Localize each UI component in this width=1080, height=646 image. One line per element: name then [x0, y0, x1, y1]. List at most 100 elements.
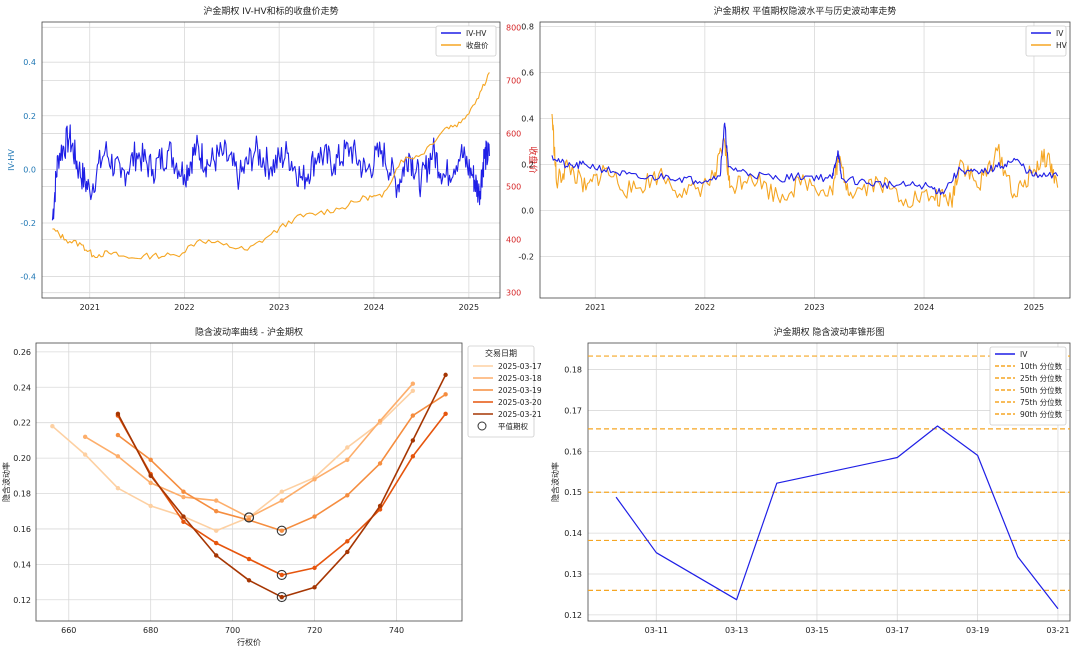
- y-tick-label: 0.13: [564, 570, 582, 579]
- x-tick-label: 700: [225, 626, 240, 635]
- legend-label: 90th 分位数: [1020, 409, 1063, 419]
- smile-point: [279, 489, 284, 494]
- smile-point: [214, 509, 219, 514]
- x-tick-label: 03-15: [805, 626, 828, 635]
- smile-point: [410, 438, 416, 443]
- smile-point: [443, 392, 448, 397]
- chart-atm-iv-hv: 2021 2022 2023 2024 2025 -0.2 0.0 0.2 0.4 0.6 0.8 沪…: [518, 5, 1071, 312]
- y-tick-label: 0.0: [23, 165, 36, 174]
- legend-label: IV: [1056, 29, 1064, 38]
- x-tick-label: 03-17: [886, 626, 909, 635]
- plot-frame: [41, 21, 501, 299]
- legend-label: IV-HV: [466, 29, 487, 38]
- x-tick-label: 2021: [80, 303, 100, 312]
- legend-swatch: [477, 421, 487, 431]
- y-tick-label: -0.4: [20, 273, 36, 282]
- x-tick-label: 2025: [459, 303, 479, 312]
- smile-point: [115, 485, 121, 491]
- smile-point: [377, 461, 383, 466]
- atm-marker: [243, 512, 255, 523]
- smile-point: [312, 565, 317, 571]
- smile-line-2025-03-17: [51, 390, 414, 532]
- x-tick-label: 03-11: [645, 626, 668, 635]
- plot-frame: [35, 342, 463, 622]
- smile-point: [181, 494, 186, 500]
- y-axis-label: 隐含波动率: [1, 462, 11, 502]
- smile-point: [148, 457, 153, 463]
- y2-tick-label: 300: [506, 289, 521, 298]
- smile-point: [214, 540, 219, 546]
- y-tick-label: 0.4: [23, 58, 36, 67]
- legend-label: 50th 分位数: [1020, 385, 1063, 395]
- y-tick-label: 0.16: [13, 525, 31, 534]
- y-axis-label: IV-HV: [7, 149, 16, 171]
- series-line-iv: [551, 122, 1059, 196]
- smile-point: [410, 388, 416, 394]
- smile-point: [345, 539, 350, 544]
- legend-label: 75th 分位数: [1020, 397, 1063, 407]
- y-tick-label: 0.12: [13, 596, 31, 605]
- smile-point: [246, 578, 252, 583]
- y-tick-label: 0.14: [13, 560, 31, 569]
- smile-point: [148, 480, 153, 486]
- smile-point: [82, 452, 88, 457]
- atm-marker: [276, 525, 287, 536]
- smile-point: [181, 514, 186, 519]
- x-axis-label: 行权价: [237, 637, 261, 646]
- legend-label: 2025-03-18: [498, 374, 542, 383]
- smile-point: [214, 498, 219, 503]
- legend-label: 2025-03-17: [498, 362, 542, 371]
- x-tick-label: 2023: [269, 303, 289, 312]
- x-tick-label: 2023: [804, 303, 824, 312]
- series-line-close-price: [52, 72, 490, 260]
- plot-frame: [539, 21, 1071, 299]
- series-line-iv: [615, 425, 1059, 610]
- legend-label: 2025-03-20: [498, 398, 542, 407]
- smile-point: [377, 418, 383, 424]
- x-tick-label: 740: [389, 626, 404, 635]
- chart-title: 沪金期权 IV-HV和标的收盘价走势: [203, 5, 338, 17]
- smile-point: [214, 553, 219, 558]
- y-axis-label: 隐含波动率: [550, 462, 560, 502]
- x-tick-label: 2024: [914, 303, 934, 312]
- smile-point: [410, 413, 416, 418]
- chart-title: 隐含波动率曲线 - 沪金期权: [195, 326, 303, 338]
- y-tick-label: 0.4: [521, 115, 534, 124]
- y-tick-label: -0.2: [518, 253, 534, 262]
- legend-label: HV: [1056, 41, 1068, 50]
- legend-label: 2025-03-21: [498, 410, 542, 419]
- x-tick-label: 720: [307, 626, 322, 635]
- y-tick-label: 0.2: [521, 161, 534, 170]
- chart-title: 沪金期权 平值期权隐波水平与历史波动率走势: [714, 5, 897, 17]
- smile-point: [279, 594, 284, 600]
- y-tick-label: 0.0: [521, 207, 534, 216]
- smile-point: [345, 457, 350, 463]
- smile-point: [214, 528, 219, 533]
- smile-point: [279, 572, 284, 578]
- smile-point: [148, 473, 153, 479]
- atm-marker: [276, 569, 287, 581]
- smile-point: [312, 514, 317, 519]
- smile-point: [246, 556, 252, 562]
- smile-point: [82, 434, 88, 440]
- x-tick-label: 2021: [585, 303, 605, 312]
- chart-iv-hv-close: 2021 2022 2023 2024 2025 -0.4 -0.2 0.0 0.2 0.4 300…: [7, 5, 539, 312]
- x-tick-label: 680: [143, 626, 158, 635]
- series-line-iv-hv: [51, 124, 490, 221]
- plot-frame: [587, 342, 1071, 622]
- x-tick-label: 2024: [364, 303, 384, 312]
- y-tick-label: 0.6: [521, 69, 534, 78]
- y-tick-label: 0.8: [521, 23, 534, 32]
- smile-point: [279, 528, 284, 533]
- legend-label: 10th 分位数: [1020, 361, 1063, 371]
- series-line-hv: [551, 113, 1059, 208]
- smile-point: [181, 519, 186, 525]
- y-tick-label: 0.14: [564, 529, 582, 538]
- smile-point: [443, 411, 448, 417]
- smile-point: [410, 381, 416, 386]
- smile-point: [410, 454, 416, 459]
- y2-tick-label: 700: [506, 76, 521, 85]
- smile-point: [115, 411, 121, 417]
- y2-tick-label: 500: [506, 183, 521, 192]
